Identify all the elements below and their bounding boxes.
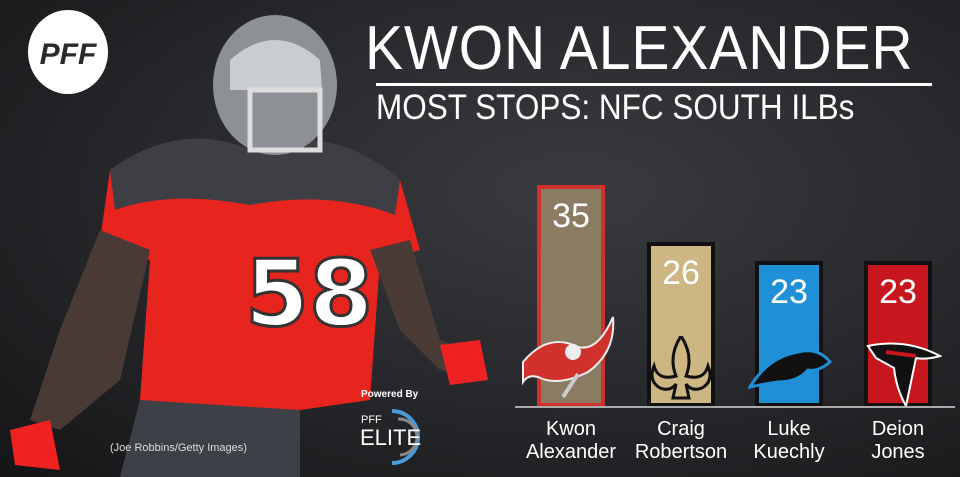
- page-title: KWON ALEXANDER: [365, 14, 914, 83]
- pff-logo: PFF: [28, 10, 108, 94]
- bar-value-label: 35: [552, 197, 590, 235]
- chart-baseline: [515, 406, 955, 408]
- falcons-logo-icon: [866, 338, 943, 413]
- powered-by-label: Powered By: [361, 389, 419, 400]
- bar-value-label: 23: [770, 273, 808, 312]
- category-label: Kwon Alexander: [525, 418, 617, 463]
- jersey-number: 58: [245, 240, 373, 347]
- title-divider: [376, 83, 932, 86]
- bar-value-label: 26: [662, 254, 700, 293]
- buccaneers-flag-logo-icon: [518, 312, 618, 407]
- category-label: Craig Robertson: [634, 418, 728, 463]
- saints-fleur-de-lis-logo-icon: [648, 333, 714, 411]
- category-label: Deion Jones: [871, 418, 925, 463]
- chart-subtitle: MOST STOPS: NFC SOUTH ILBs: [376, 88, 855, 127]
- pff-elite-logo: [391, 409, 420, 465]
- svg-text:PFF: PFF: [40, 38, 97, 71]
- player-photo: 58: [10, 15, 488, 477]
- elite-brand-large: ELITE: [360, 425, 422, 450]
- bar-value-label: 23: [879, 273, 917, 312]
- panthers-logo-icon: [746, 342, 833, 397]
- category-label: Luke Kuechly: [753, 418, 825, 463]
- elite-brand-small: PFF: [361, 414, 382, 426]
- photo-credit: (Joe Robbins/Getty Images): [110, 442, 247, 454]
